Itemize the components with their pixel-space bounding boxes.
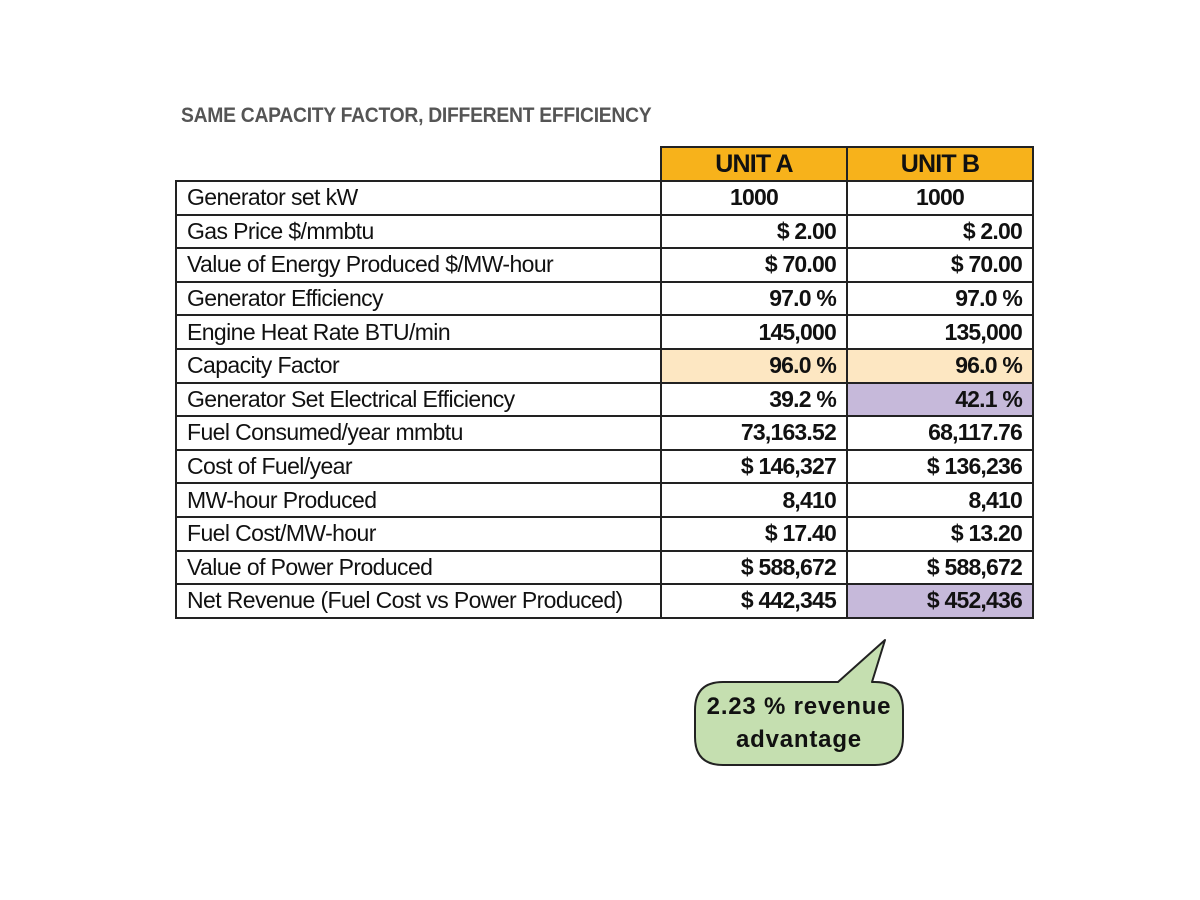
unit-a-value: 97.0 % [660,280,848,317]
unit-b-value: 68,117.76 [846,415,1034,451]
row-label: Cost of Fuel/year [175,448,662,485]
unit-a-value: 96.0 % [660,347,848,384]
table-row: Capacity Factor 96.0 % 96.0 % [175,347,1034,384]
table-row: Generator Set Electrical Efficiency 39.2 … [175,381,1034,418]
table-row: Generator set kW 1000 1000 [175,180,1034,216]
unit-b-value: $ 2.00 [846,213,1034,250]
unit-b-value: $ 452,436 [846,583,1034,619]
table-row: Value of Power Produced $ 588,672 $ 588,67… [175,549,1034,586]
header-unit-a: UNIT A [660,146,848,182]
table-row: Value of Energy Produced $/MW-hour $ 70.0… [175,247,1034,283]
row-label: Generator Efficiency [175,280,662,317]
callout-line-1: 2.23 % revenue [706,693,892,720]
header-unit-b: UNIT B [846,146,1034,182]
unit-a-value: $ 442,345 [660,583,848,619]
row-label: Gas Price $/mmbtu [175,213,662,250]
row-label: Generator Set Electrical Efficiency [175,381,662,418]
unit-a-value: 8,410 [660,482,848,518]
table-row: Gas Price $/mmbtu $ 2.00 $ 2.00 [175,213,1034,250]
table-row: Engine Heat Rate BTU/min 145,000 135,000 [175,314,1034,350]
table-row: Fuel Consumed/year mmbtu 73,163.52 68,117.… [175,415,1034,451]
header-blank [176,147,661,182]
unit-b-value: $ 13.20 [846,515,1034,552]
row-label: Fuel Cost/MW-hour [175,515,662,552]
unit-b-value: 1000 [846,180,1034,216]
unit-a-value: 1000 [660,180,848,216]
unit-b-value: 42.1 % [846,381,1034,418]
table-title: SAME CAPACITY FACTOR, DIFFERENT EFFICIEN… [181,104,652,127]
header-row: UNIT A UNIT B [176,146,1034,182]
table-row: MW-hour Produced 8,410 8,410 [175,482,1034,518]
unit-a-value: $ 17.40 [660,515,848,552]
unit-a-value: $ 70.00 [660,247,848,283]
callout-line-2: advantage [736,726,862,753]
unit-a-value: 145,000 [660,314,848,350]
unit-b-value: 8,410 [846,482,1034,518]
row-label: MW-hour Produced [175,482,662,518]
unit-b-value: $ 70.00 [846,247,1034,283]
row-label: Fuel Consumed/year mmbtu [175,415,662,451]
row-label: Net Revenue (Fuel Cost vs Power Produced… [175,583,662,619]
unit-b-value: $ 588,672 [846,549,1034,586]
unit-a-value: $ 588,672 [660,549,848,586]
unit-a-value: $ 146,327 [660,448,848,485]
comparison-table: UNIT A UNIT B Generator set kW 1000 1000 Ga… [175,146,1034,619]
unit-a-value: 39.2 % [660,381,848,418]
callout-text: 2.23 % revenue advantage [695,690,903,756]
table-row: Generator Efficiency 97.0 % 97.0 % [175,280,1034,317]
unit-a-value: $ 2.00 [660,213,848,250]
table-row: Cost of Fuel/year $ 146,327 $ 136,236 [175,448,1034,485]
unit-b-value: 96.0 % [846,347,1034,384]
table-row: Fuel Cost/MW-hour $ 17.40 $ 13.20 [175,515,1034,552]
table-row: Net Revenue (Fuel Cost vs Power Produced… [175,583,1034,619]
unit-b-value: 135,000 [846,314,1034,350]
row-label: Value of Energy Produced $/MW-hour [175,247,662,283]
row-label: Generator set kW [175,180,662,216]
row-label: Engine Heat Rate BTU/min [175,314,662,350]
row-label: Value of Power Produced [175,549,662,586]
unit-b-value: 97.0 % [846,280,1034,317]
unit-a-value: 73,163.52 [660,415,848,451]
row-label: Capacity Factor [175,347,662,384]
unit-b-value: $ 136,236 [846,448,1034,485]
callout-shape [694,639,904,766]
